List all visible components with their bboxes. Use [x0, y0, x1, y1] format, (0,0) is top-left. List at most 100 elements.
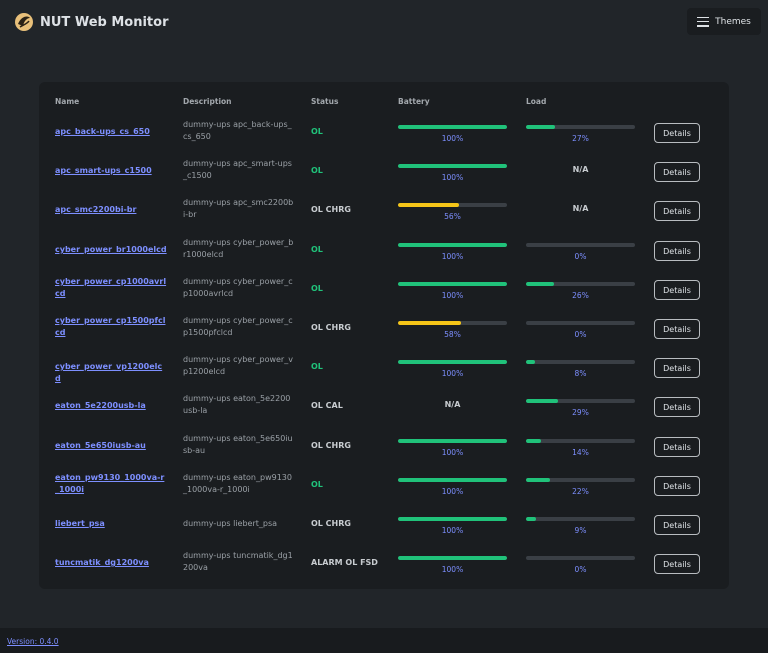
- device-name-link[interactable]: eaton_5e2200usb-la: [55, 401, 146, 410]
- table-row: tuncmatik_dg1200va dummy-ups tuncmatik_dg…: [39, 545, 729, 584]
- load-meter: 0%: [526, 321, 635, 339]
- ups-table-card: [39, 82, 729, 589]
- details-button[interactable]: Details: [654, 241, 700, 261]
- battery-percent: 100%: [441, 252, 464, 261]
- themes-button[interactable]: Themes: [687, 8, 761, 35]
- table-row: cyber_power_cp1500pfclcd dummy-ups cyber_…: [39, 310, 729, 349]
- battery-percent: 100%: [441, 173, 464, 182]
- table-row: cyber_power_br1000elcd dummy-ups cyber_po…: [39, 232, 729, 271]
- battery-meter: 100%: [398, 164, 507, 182]
- version-link[interactable]: Version: 0.4.0: [7, 637, 59, 646]
- battery-bar-track: [398, 517, 507, 521]
- load-meter: 22%: [526, 478, 635, 496]
- details-button[interactable]: Details: [654, 397, 700, 417]
- navbar: NUT Web Monitor Themes: [0, 0, 768, 44]
- battery-bar-track: [398, 282, 507, 286]
- app-title: NUT Web Monitor: [40, 14, 169, 30]
- battery-bar-fill: [398, 517, 507, 521]
- table-row: cyber_power_vp1200elcd dummy-ups cyber_po…: [39, 349, 729, 388]
- load-bar-track: [526, 360, 635, 364]
- device-name-link[interactable]: apc_smart-ups_c1500: [55, 166, 152, 175]
- table-row: apc_smart-ups_c1500 dummy-ups apc_smart-u…: [39, 153, 729, 192]
- battery-bar-track: [398, 360, 507, 364]
- battery-percent: 100%: [441, 369, 464, 378]
- device-name-link[interactable]: cyber_power_cp1000avrlcd: [55, 277, 167, 298]
- load-meter: 0%: [526, 556, 635, 574]
- table-row: eaton_5e650iusb-au dummy-ups eaton_5e650i…: [39, 428, 729, 467]
- battery-bar-fill: [398, 478, 507, 482]
- device-name-link[interactable]: liebert_psa: [55, 519, 105, 528]
- details-button[interactable]: Details: [654, 319, 700, 339]
- details-button[interactable]: Details: [654, 476, 700, 496]
- header-load: Load: [526, 97, 547, 106]
- brand[interactable]: NUT Web Monitor: [14, 12, 169, 32]
- device-description: dummy-ups apc_back-ups_cs_650: [183, 120, 292, 141]
- status-badge: OL: [311, 362, 323, 371]
- device-name-link[interactable]: cyber_power_cp1500pfclcd: [55, 316, 166, 337]
- device-name-link[interactable]: eaton_5e650iusb-au: [55, 441, 146, 450]
- device-description: dummy-ups eaton_5e2200usb-la: [183, 394, 291, 415]
- battery-percent: 100%: [441, 448, 464, 457]
- load-percent: 0%: [574, 330, 587, 339]
- device-description: dummy-ups cyber_power_vp1200elcd: [183, 355, 293, 376]
- details-button[interactable]: Details: [654, 554, 700, 574]
- load-meter: 0%: [526, 243, 635, 261]
- battery-bar-track: [398, 243, 507, 247]
- load-meter: 9%: [526, 517, 635, 535]
- status-badge: ALARM OL FSD: [311, 558, 378, 567]
- battery-percent: 100%: [441, 291, 464, 300]
- battery-percent: 58%: [444, 330, 461, 339]
- load-meter: 14%: [526, 439, 635, 457]
- battery-bar-fill: [398, 556, 507, 560]
- details-button[interactable]: Details: [654, 162, 700, 182]
- details-button[interactable]: Details: [654, 123, 700, 143]
- load-bar-track: [526, 243, 635, 247]
- device-name-link[interactable]: tuncmatik_dg1200va: [55, 558, 149, 567]
- load-bar-track: [526, 556, 635, 560]
- details-button[interactable]: Details: [654, 280, 700, 300]
- battery-meter: 100%: [398, 243, 507, 261]
- table-row: liebert_psa dummy-ups liebert_psa OL CHRG 1…: [39, 506, 729, 545]
- hamburger-menu-icon: [697, 16, 710, 27]
- details-button[interactable]: Details: [654, 515, 700, 535]
- battery-meter: 100%: [398, 556, 507, 574]
- details-button[interactable]: Details: [654, 437, 700, 457]
- status-badge: OL CHRG: [311, 519, 351, 528]
- device-name-link[interactable]: eaton_pw9130_1000va-r_1000i: [55, 473, 165, 494]
- details-button[interactable]: Details: [654, 358, 700, 378]
- table-row: apc_back-ups_cs_650 dummy-ups apc_back-up…: [39, 114, 729, 153]
- load-percent: 29%: [572, 408, 589, 417]
- battery-percent: 100%: [441, 487, 464, 496]
- load-percent: 22%: [572, 487, 589, 496]
- battery-bar-track: [398, 164, 507, 168]
- load-meter: 8%: [526, 360, 635, 378]
- load-meter: 27%: [526, 125, 635, 143]
- load-bar-fill: [526, 439, 542, 443]
- load-bar-fill: [526, 399, 558, 403]
- load-bar-fill: [526, 517, 536, 521]
- device-name-link[interactable]: cyber_power_br1000elcd: [55, 245, 167, 254]
- nut-logo-icon: [15, 13, 33, 31]
- device-name-link[interactable]: apc_smc2200bi-br: [55, 205, 137, 214]
- battery-bar-fill: [398, 203, 460, 207]
- details-button[interactable]: Details: [654, 201, 700, 221]
- status-badge: OL CHRG: [311, 441, 351, 450]
- load-na: N/A: [572, 204, 589, 213]
- header-description: Description: [183, 97, 232, 106]
- device-description: dummy-ups cyber_power_br1000elcd: [183, 238, 294, 259]
- battery-meter: 56%: [398, 203, 507, 221]
- device-name-link[interactable]: apc_back-ups_cs_650: [55, 127, 150, 136]
- device-name-link[interactable]: cyber_power_vp1200elcd: [55, 362, 163, 383]
- themes-label: Themes: [715, 16, 751, 27]
- status-badge: OL CAL: [311, 401, 343, 410]
- load-meter: 29%: [526, 399, 635, 417]
- device-description: dummy-ups eaton_pw9130_1000va-r_1000i: [183, 473, 292, 494]
- header-battery: Battery: [398, 97, 430, 106]
- battery-bar-fill: [398, 125, 507, 129]
- load-meter: 26%: [526, 282, 635, 300]
- battery-meter: 100%: [398, 478, 507, 496]
- load-percent: 9%: [574, 526, 587, 535]
- footer: Version: 0.4.0: [0, 628, 768, 653]
- load-bar-track: [526, 321, 635, 325]
- device-description: dummy-ups apc_smc2200bi-br: [183, 198, 294, 219]
